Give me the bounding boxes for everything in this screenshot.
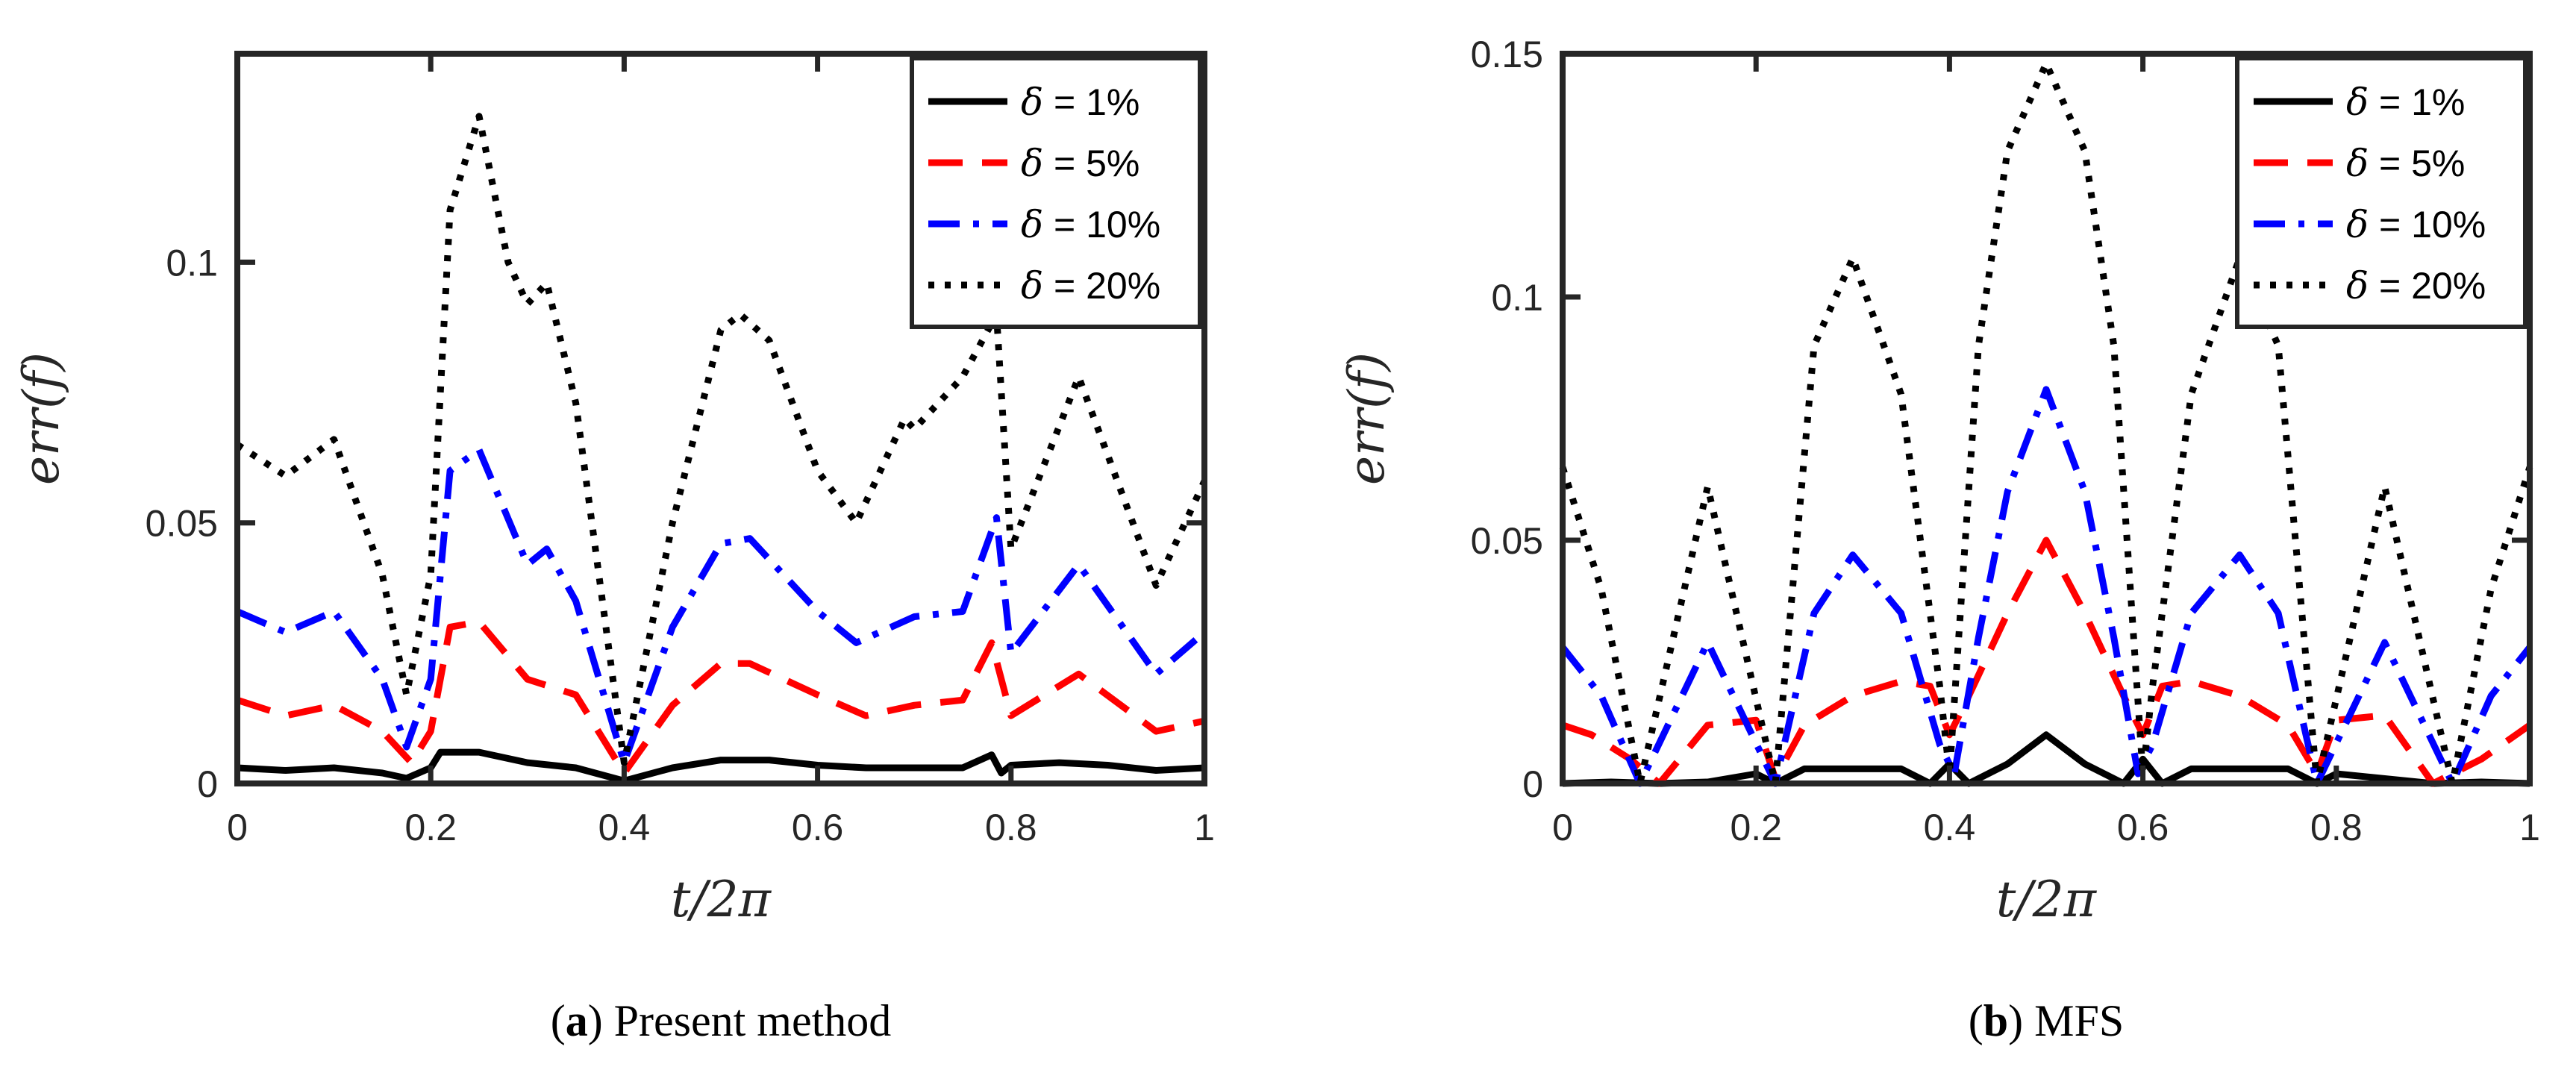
- y-tick-label: 0: [1522, 763, 1543, 805]
- y-tick-label: 0.15: [1471, 34, 1543, 75]
- legend-value: = 10%: [2369, 204, 2486, 245]
- chart-panel-2: 0 0.2 0.4 0.6 0.8 1 0 0.05 0.1 0.15 t/2π err(f) δ = …: [1338, 34, 2540, 1045]
- x-tick-label: 0.8: [985, 807, 1037, 848]
- series-line-4: [235, 113, 1208, 766]
- x-tick-label: 0: [1552, 807, 1573, 848]
- caption-paren-close: ): [588, 996, 614, 1045]
- caption-text: Present method: [614, 996, 892, 1045]
- legend-value: = 1%: [1043, 81, 1139, 123]
- legend-label-1: δ = 1%: [1021, 81, 1139, 124]
- legend-label-3: δ = 10%: [2346, 203, 2486, 246]
- legend-value: = 5%: [1043, 143, 1139, 184]
- legend-label-1: δ = 1%: [2346, 81, 2465, 124]
- x-tick-label: 0.6: [2117, 807, 2169, 848]
- legend-value: = 20%: [2369, 265, 2486, 307]
- panel-caption: (b) MFS: [1969, 996, 2124, 1045]
- legend-delta-symbol: δ: [2346, 81, 2369, 124]
- y-axis-label: err(f): [13, 352, 70, 485]
- caption-letter: a: [566, 996, 588, 1045]
- series-line-1: [1562, 731, 2530, 787]
- legend-box: [910, 56, 1202, 329]
- legend-delta-symbol: δ: [1021, 203, 1043, 246]
- legend-delta-symbol: δ: [2346, 264, 2369, 307]
- x-tick-label: 0.2: [1730, 807, 1782, 848]
- x-tick-label: 0: [227, 807, 248, 848]
- y-tick-label: 0.1: [1491, 277, 1543, 319]
- x-axis-label: t/2π: [671, 871, 772, 928]
- legend-value: = 1%: [2369, 81, 2465, 123]
- x-tick-label: 0.2: [404, 807, 457, 848]
- legend-value: = 5%: [2369, 143, 2465, 184]
- caption-paren-open: (: [1969, 996, 1983, 1045]
- caption-paren-close: ): [2008, 996, 2034, 1045]
- caption-letter: b: [1983, 996, 2008, 1045]
- x-tick-label: 0.4: [598, 807, 651, 848]
- series-group: [235, 113, 1208, 784]
- x-tick-label: 1: [1194, 807, 1215, 848]
- legend-value: = 10%: [1043, 204, 1160, 245]
- legend-label-3: δ = 10%: [1021, 203, 1160, 246]
- x-tick-label: 1: [2519, 807, 2540, 848]
- legend-delta-symbol: δ: [1021, 142, 1043, 185]
- legend-label-2: δ = 5%: [2346, 142, 2465, 185]
- x-tick-label: 0.8: [2310, 807, 2363, 848]
- caption-paren-open: (: [551, 996, 566, 1045]
- legend-delta-symbol: δ: [2346, 203, 2369, 246]
- legend-label-2: δ = 5%: [1021, 142, 1139, 185]
- y-tick-label: 0.1: [166, 242, 218, 284]
- legend-delta-symbol: δ: [1021, 264, 1043, 307]
- series-line-2: [236, 618, 1205, 777]
- legend: δ = 1%δ = 5%δ = 10%δ = 20%: [2235, 56, 2527, 329]
- y-axis-label: err(f): [1338, 352, 1395, 485]
- panel-caption: (a) Present method: [551, 996, 892, 1045]
- legend-delta-symbol: δ: [2346, 142, 2369, 185]
- x-axis-label: t/2π: [1996, 871, 2098, 928]
- y-tick-label: 0.05: [1471, 520, 1543, 562]
- legend-label-4: δ = 20%: [2346, 264, 2486, 307]
- x-tick-label: 0.6: [792, 807, 844, 848]
- legend: δ = 1%δ = 5%δ = 10%δ = 20%: [910, 56, 1202, 329]
- series-line-1: [237, 748, 1205, 784]
- axes-box: [234, 51, 1207, 786]
- legend-delta-symbol: δ: [1021, 81, 1043, 124]
- legend-value: = 20%: [1043, 265, 1160, 307]
- caption-text: MFS: [2034, 996, 2124, 1045]
- series-line-2: [1561, 536, 2532, 787]
- series-line-3: [236, 446, 1207, 766]
- y-tick-label: 0.05: [146, 503, 218, 545]
- axes-box: [1560, 51, 2533, 786]
- x-tick-label: 0.4: [1924, 807, 1976, 848]
- y-tick-label: 0: [197, 763, 218, 805]
- legend-label-4: δ = 20%: [1021, 264, 1160, 307]
